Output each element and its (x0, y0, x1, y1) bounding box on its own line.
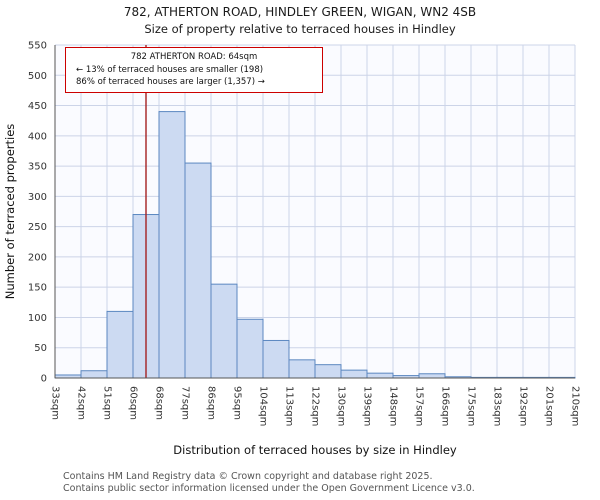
svg-text:100: 100 (28, 313, 47, 324)
footer-line-1: Contains HM Land Registry data © Crown c… (63, 471, 433, 482)
svg-text:104sqm: 104sqm (258, 386, 269, 426)
svg-text:Distribution of terraced house: Distribution of terraced houses by size … (173, 443, 457, 457)
svg-text:51sqm: 51sqm (102, 386, 113, 420)
histogram-plot: 0 50 100 150 200 250 300 350 400 450 500 550 33sqm 42… (3, 41, 581, 458)
chart-subtitle: Size of property relative to terraced ho… (144, 22, 456, 36)
svg-text:192sqm: 192sqm (518, 386, 529, 426)
annotation-property-label: 782 ATHERTON ROAD: 64sqm (130, 52, 258, 62)
svg-text:42sqm: 42sqm (76, 386, 87, 420)
svg-text:33sqm: 33sqm (50, 386, 61, 420)
footer-line-2: Contains public sector information licen… (63, 482, 475, 494)
svg-text:68sqm: 68sqm (154, 386, 165, 420)
svg-text:400: 400 (28, 131, 47, 142)
svg-text:Number of terraced properties: Number of terraced properties (3, 124, 17, 300)
svg-text:122sqm: 122sqm (310, 386, 321, 426)
svg-text:50: 50 (34, 343, 47, 354)
svg-text:60sqm: 60sqm (128, 386, 139, 420)
svg-text:175sqm: 175sqm (466, 386, 477, 426)
svg-text:201sqm: 201sqm (544, 386, 555, 426)
annotation-larger-text: 86% of terraced houses are larger (1,357… (76, 77, 265, 87)
svg-text:200: 200 (28, 252, 47, 263)
svg-text:500: 500 (28, 71, 47, 82)
svg-text:157sqm: 157sqm (414, 386, 425, 426)
svg-text:86sqm: 86sqm (206, 386, 217, 420)
svg-text:0: 0 (41, 374, 47, 385)
svg-text:166sqm: 166sqm (440, 386, 451, 426)
svg-text:95sqm: 95sqm (232, 386, 243, 420)
svg-text:183sqm: 183sqm (492, 386, 503, 426)
svg-text:210sqm: 210sqm (570, 386, 581, 426)
annotation-smaller-text: ← 13% of terraced houses are smaller (19… (76, 64, 264, 75)
svg-text:139sqm: 139sqm (362, 386, 373, 426)
svg-text:77sqm: 77sqm (180, 386, 191, 420)
svg-text:250: 250 (28, 222, 47, 233)
chart-title: 782, ATHERTON ROAD, HINDLEY GREEN, WIGAN… (123, 5, 477, 19)
footer: Contains HM Land Registry data © Crown c… (63, 471, 475, 494)
svg-text:113sqm: 113sqm (284, 386, 295, 426)
svg-text:150: 150 (28, 283, 47, 294)
svg-text:550: 550 (28, 41, 47, 52)
svg-text:350: 350 (28, 162, 47, 173)
svg-text:148sqm: 148sqm (388, 386, 399, 426)
svg-text:130sqm: 130sqm (336, 386, 347, 426)
svg-text:450: 450 (28, 101, 47, 112)
svg-text:300: 300 (28, 192, 47, 203)
annotation-box: 782 ATHERTON ROAD: 64sqm ← 13% of terrac… (65, 47, 323, 93)
